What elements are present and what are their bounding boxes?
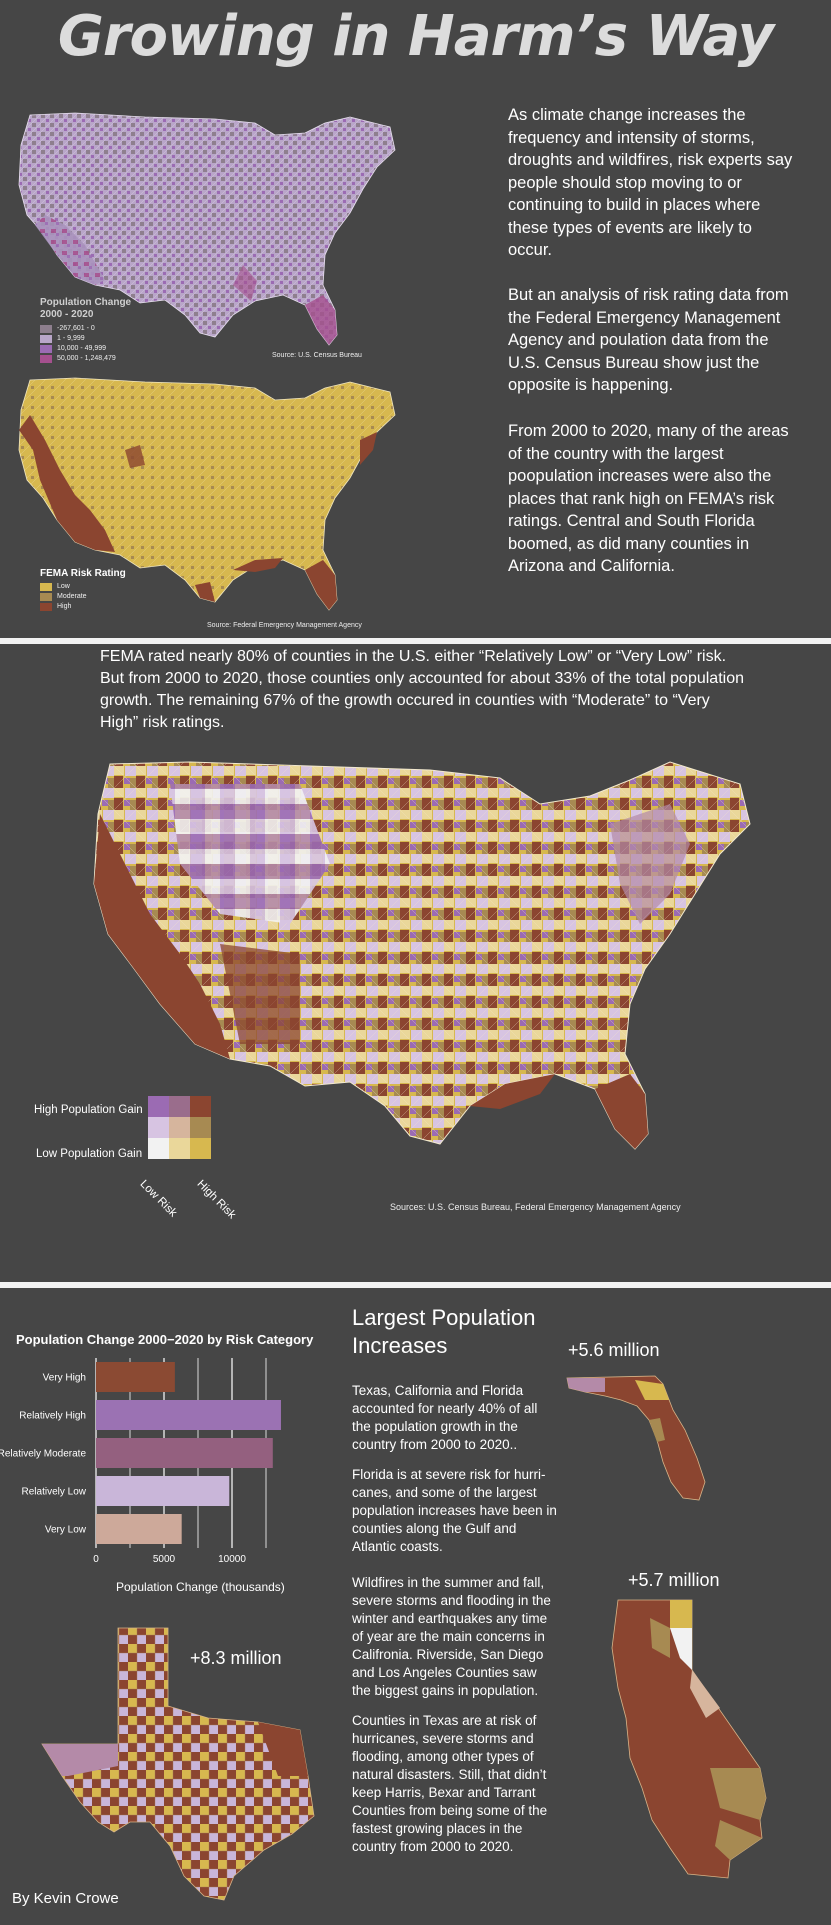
fema-legend-swatch <box>40 582 52 591</box>
fema-legend-item: High <box>40 602 87 611</box>
bivariate-legend-cell <box>169 1096 190 1117</box>
chart-bar <box>96 1514 182 1544</box>
section-intro: Growing in Harm’s Way Population Change … <box>0 0 831 640</box>
bivariate-legend-cell <box>148 1138 169 1159</box>
fema-risk-map <box>18 377 396 611</box>
bivariate-intro-text: FEMA rated nearly 80% of counties in the… <box>100 648 744 731</box>
chart-tick-label: 0 <box>93 1554 99 1562</box>
bivariate-legend-grid <box>148 1096 212 1160</box>
fema-legend-label: Low <box>57 583 70 590</box>
page-title: Growing in Harm’s Way <box>57 4 774 69</box>
chart-category-label: Very Low <box>45 1525 87 1536</box>
intro-paragraph-1: As climate change increases the frequenc… <box>508 106 793 259</box>
section-bivariate: FEMA rated nearly 80% of counties in the… <box>0 644 831 1282</box>
population-legend-swatch <box>40 344 52 353</box>
fema-legend-swatch <box>40 592 52 601</box>
chart-bar <box>96 1400 281 1430</box>
population-legend: -267,601 - 0 1 - 9,999 10,000 - 49,999 50,0… <box>40 324 116 364</box>
texas-gain-label: +8.3 million <box>190 1648 282 1668</box>
intro-paragraph-3: From 2000 to 2020, many of the areas of … <box>508 422 789 575</box>
paragraph-california: Wildfires in the summer and fall, severe… <box>352 1575 551 1698</box>
chart-bar <box>96 1476 230 1506</box>
california-gain-label: +5.7 million <box>628 1570 720 1590</box>
population-legend-label: 1 - 9,999 <box>57 335 85 342</box>
bivariate-legend-cell <box>169 1138 190 1159</box>
bivariate-legend-cell <box>190 1138 211 1159</box>
population-legend-title: Population Change 2000 - 2020 <box>40 297 132 320</box>
bivariate-legend-low-label: Low Population Gain <box>36 1148 143 1160</box>
divider-2 <box>0 1282 831 1288</box>
bivariate-legend-cell <box>190 1117 211 1138</box>
population-legend-item: 1 - 9,999 <box>40 334 116 343</box>
fema-legend-swatch <box>40 602 52 611</box>
chart-title: Population Change 2000−2020 by Risk Cate… <box>16 1332 314 1347</box>
population-legend-label: 50,000 - 1,248,479 <box>57 355 116 362</box>
intro-paragraph-2: But an analysis of risk rating data from… <box>508 286 789 394</box>
bivariate-axis-low-risk: Low Risk <box>137 1178 179 1220</box>
fema-legend: Low Moderate High <box>40 582 87 612</box>
chart-bar <box>96 1438 273 1468</box>
population-change-map <box>18 112 396 346</box>
section-heading: Largest Population Increases <box>352 1305 536 1358</box>
census-source: Source: U.S. Census Bureau <box>272 352 362 359</box>
byline: By Kevin Crowe <box>12 1890 119 1907</box>
florida-map <box>566 1375 706 1501</box>
paragraph-florida: Florida is at severe risk for hurri-cane… <box>352 1467 557 1554</box>
chart-category-label: Relatively High <box>19 1411 86 1422</box>
chart-bar <box>96 1362 175 1392</box>
bivariate-source: Sources: U.S. Census Bureau, Federal Eme… <box>390 1202 681 1212</box>
chart-tick-label: 5000 <box>153 1554 176 1562</box>
florida-gain-label: +5.6 million <box>568 1340 660 1360</box>
bivariate-legend-cell <box>148 1096 169 1117</box>
paragraph-texas: Counties in Texas are at risk of hurrica… <box>352 1713 548 1854</box>
population-legend-swatch <box>40 334 52 343</box>
population-legend-item: -267,601 - 0 <box>40 324 116 333</box>
chart-category-label: Relatively Moderate <box>0 1449 86 1460</box>
fema-legend-label: High <box>57 603 72 610</box>
texas-map <box>41 1627 315 1901</box>
fema-legend-item: Moderate <box>40 592 87 601</box>
risk-bar-chart: Very High Relatively High Relatively Moder… <box>0 1358 281 1562</box>
fema-source: Source: Federal Emergency Management Age… <box>207 622 362 629</box>
california-map <box>611 1599 767 1879</box>
bivariate-legend-high-label: High Population Gain <box>34 1104 143 1116</box>
fema-legend-title: FEMA Risk Rating <box>40 568 126 579</box>
fema-legend-item: Low <box>40 582 87 591</box>
population-legend-label: -267,601 - 0 <box>57 325 95 332</box>
bivariate-legend-cell <box>148 1117 169 1138</box>
paragraph-summary: Texas, California and Florida accounted … <box>352 1383 538 1452</box>
chart-x-axis-label: Population Change (thousands) <box>116 1580 285 1594</box>
population-legend-swatch <box>40 354 52 363</box>
bivariate-map <box>93 761 751 1150</box>
population-legend-item: 10,000 - 49,999 <box>40 344 116 353</box>
chart-category-label: Relatively Low <box>22 1487 87 1498</box>
bivariate-legend-cell <box>169 1117 190 1138</box>
section-largest-increases: Population Change 2000−2020 by Risk Cate… <box>0 1288 831 1925</box>
chart-category-label: Very High <box>43 1373 86 1384</box>
population-legend-label: 10,000 - 49,999 <box>57 345 107 352</box>
divider-1 <box>0 638 831 644</box>
chart-tick-label: 10000 <box>218 1554 246 1562</box>
fema-legend-label: Moderate <box>57 593 87 600</box>
population-legend-swatch <box>40 324 52 333</box>
bivariate-legend-cell <box>190 1096 211 1117</box>
bivariate-axis-high-risk: High Risk <box>194 1178 238 1222</box>
population-legend-item: 50,000 - 1,248,479 <box>40 354 116 363</box>
